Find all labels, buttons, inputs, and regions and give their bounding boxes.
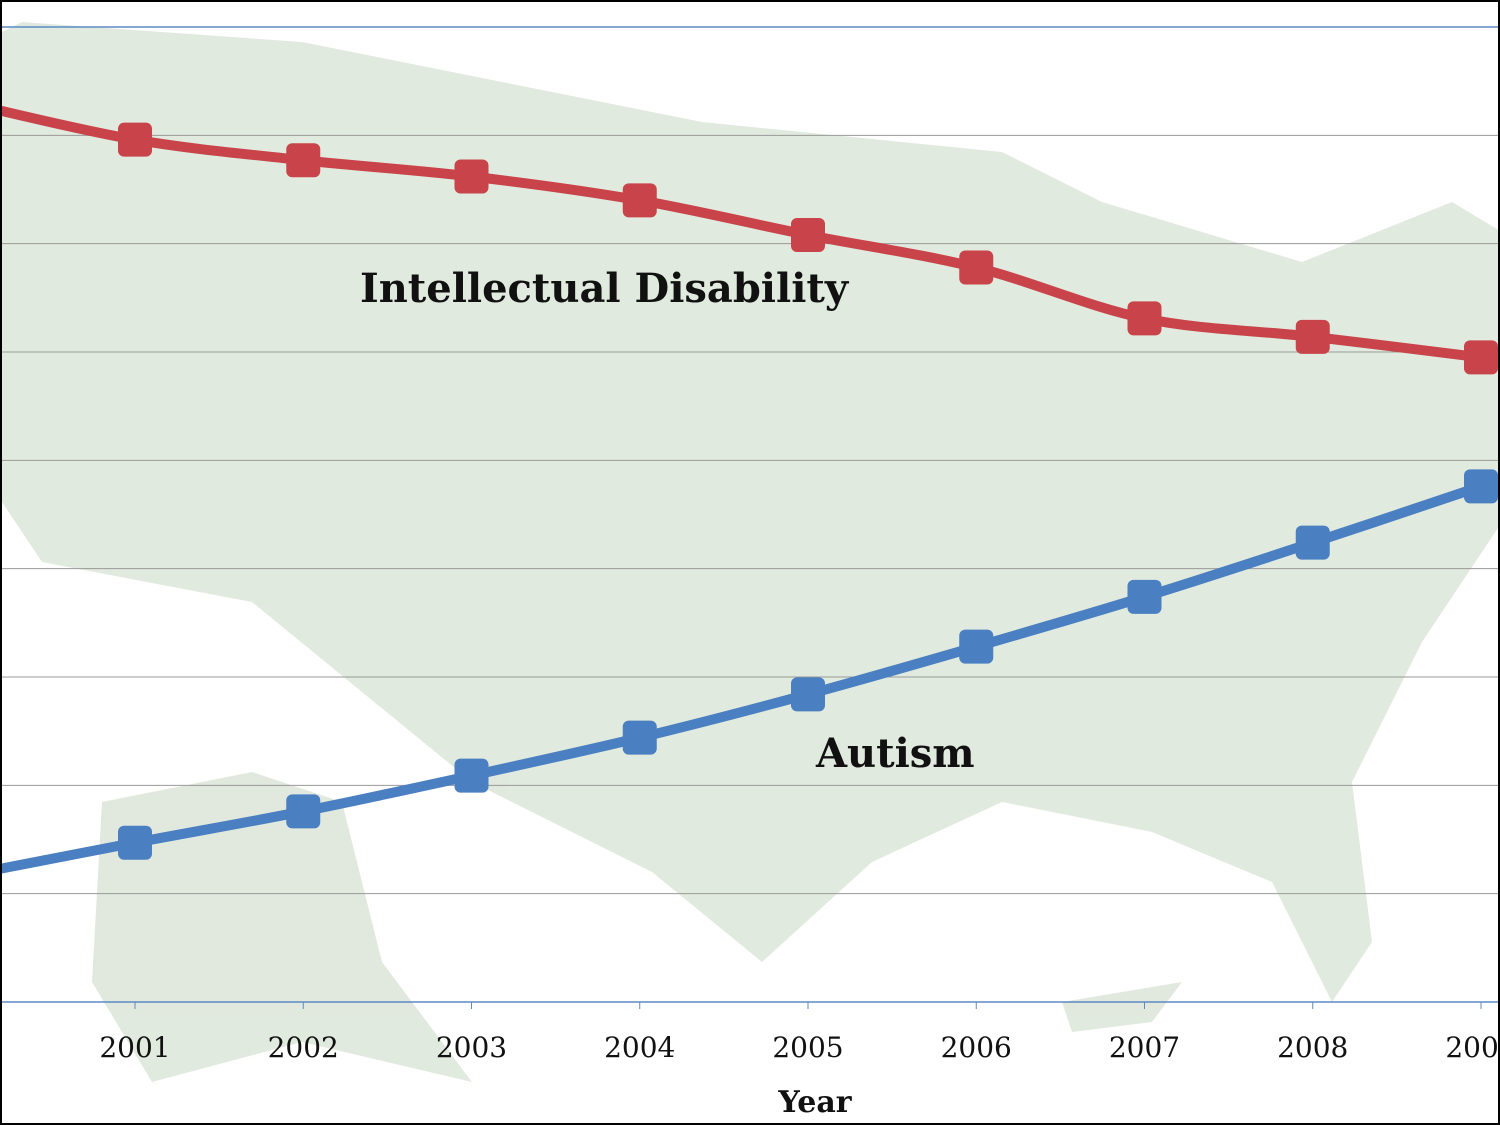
data-point-marker: [622, 720, 657, 755]
data-point-marker: [1464, 340, 1498, 375]
data-point-marker: [454, 758, 489, 793]
x-tick-label: 2005: [772, 1031, 843, 1064]
x-tick-label: 2007: [1109, 1031, 1180, 1064]
data-point-marker: [791, 218, 825, 252]
data-point-marker: [454, 159, 489, 194]
x-tick-label: 2008: [1277, 1031, 1348, 1064]
series-label-autism: Autism: [815, 730, 975, 777]
x-axis-title: Year: [777, 1085, 852, 1120]
background-us-map: [2, 22, 1498, 1082]
gridlines: [2, 26, 1498, 1003]
data-point-marker: [622, 183, 657, 218]
x-axis: 2000200120022003200420052006200720082009: [2, 1002, 1498, 1064]
data-point-marker: [286, 794, 321, 829]
series-line: [2, 105, 1482, 363]
data-point-marker: [1295, 525, 1330, 560]
data-point-marker: [1127, 301, 1162, 336]
x-tick-label: 2006: [941, 1031, 1012, 1064]
series-label-intellectual-disability: Intellectual Disability: [360, 265, 850, 312]
data-point-marker: [118, 825, 152, 860]
series-intellectual-disability: [2, 105, 1498, 375]
data-point-marker: [1127, 579, 1162, 614]
data-point-marker: [118, 122, 152, 157]
data-point-marker: [959, 250, 994, 285]
x-tick-label: 2003: [436, 1031, 507, 1064]
data-point-marker: [1464, 469, 1498, 504]
data-point-marker: [1295, 319, 1330, 354]
data-point-marker: [286, 143, 321, 178]
data-point-marker: [791, 677, 825, 712]
series-autism: [2, 469, 1498, 874]
x-tick-label: 2004: [604, 1031, 675, 1064]
data-point-marker: [959, 629, 994, 664]
series-line: [2, 481, 1483, 874]
x-tick-label: 2002: [268, 1031, 339, 1064]
x-tick-label: 2001: [99, 1031, 170, 1064]
x-tick-label: 2009: [1445, 1031, 1498, 1064]
